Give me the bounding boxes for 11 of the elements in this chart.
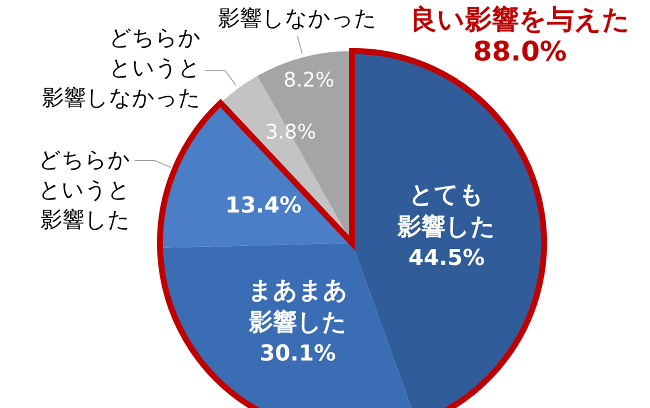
slice-label: とても影響した — [396, 180, 496, 240]
text: 良い影響を与えた 88.0% — [410, 4, 630, 68]
slice-label: 影響しなかった — [218, 6, 377, 32]
slice-label: まあまあ影響した — [248, 276, 348, 336]
data-label: 30.1% — [260, 342, 336, 367]
data-label: 3.8% — [265, 120, 316, 144]
slice-label: どちらかというと影響しなかった — [42, 26, 202, 112]
slice-label: どちらかというと影響した — [38, 148, 131, 233]
data-label: 13.4% — [225, 193, 302, 218]
data-label: 8.2% — [284, 68, 334, 92]
data-label: 44.5% — [408, 246, 485, 271]
